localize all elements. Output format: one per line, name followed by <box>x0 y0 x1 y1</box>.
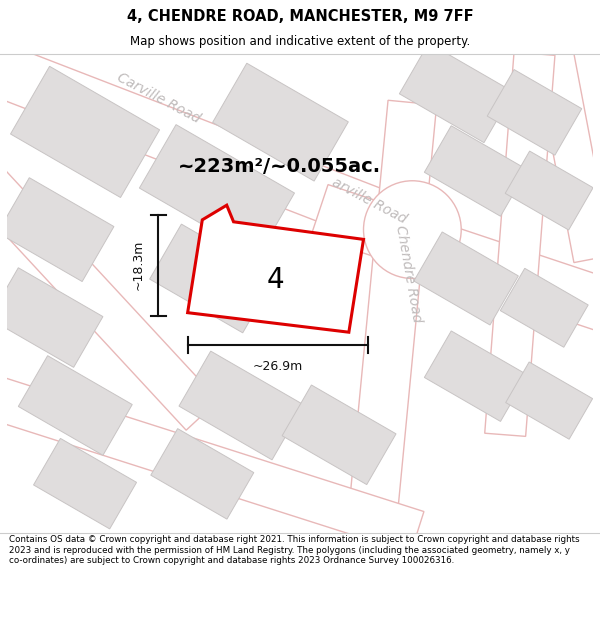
Polygon shape <box>188 205 364 332</box>
Polygon shape <box>0 177 114 281</box>
Text: ~18.3m: ~18.3m <box>131 240 145 291</box>
Text: ~223m²/~0.055ac.: ~223m²/~0.055ac. <box>178 157 381 176</box>
Polygon shape <box>0 365 424 554</box>
Text: ~26.9m: ~26.9m <box>253 359 303 372</box>
Text: arville Road: arville Road <box>329 175 409 226</box>
Text: Carville Road: Carville Road <box>115 70 202 126</box>
Circle shape <box>364 181 461 279</box>
Polygon shape <box>424 126 527 216</box>
Polygon shape <box>0 136 218 430</box>
Polygon shape <box>500 268 588 348</box>
Polygon shape <box>282 385 396 484</box>
Text: Chendre Road: Chendre Road <box>393 224 424 323</box>
Text: Contains OS data © Crown copyright and database right 2021. This information is : Contains OS data © Crown copyright and d… <box>9 535 580 565</box>
Polygon shape <box>11 66 160 198</box>
Polygon shape <box>505 151 593 230</box>
Polygon shape <box>485 52 555 436</box>
Polygon shape <box>179 351 304 460</box>
Polygon shape <box>212 63 349 181</box>
Polygon shape <box>311 184 600 343</box>
Text: 4, CHENDRE ROAD, MANCHESTER, M9 7FF: 4, CHENDRE ROAD, MANCHESTER, M9 7FF <box>127 9 473 24</box>
Text: 4: 4 <box>267 266 284 294</box>
Polygon shape <box>151 429 254 519</box>
Polygon shape <box>149 224 274 333</box>
Polygon shape <box>400 43 513 142</box>
Polygon shape <box>344 100 437 564</box>
Polygon shape <box>414 232 518 325</box>
Polygon shape <box>19 356 132 455</box>
Polygon shape <box>487 69 582 155</box>
Polygon shape <box>139 124 295 256</box>
Polygon shape <box>535 50 600 262</box>
Polygon shape <box>506 362 593 439</box>
Polygon shape <box>424 331 527 421</box>
Text: Map shows position and indicative extent of the property.: Map shows position and indicative extent… <box>130 36 470 48</box>
Polygon shape <box>34 438 137 529</box>
Polygon shape <box>0 29 398 245</box>
Polygon shape <box>0 268 103 368</box>
